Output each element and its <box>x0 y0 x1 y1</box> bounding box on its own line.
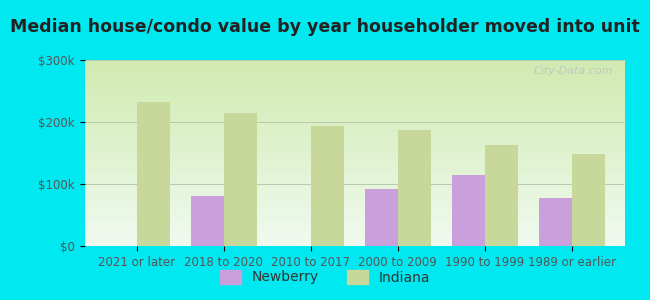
Bar <box>452 175 485 246</box>
Bar <box>539 198 572 246</box>
Text: City-Data.com: City-Data.com <box>534 66 613 76</box>
Text: Median house/condo value by year householder moved into unit: Median house/condo value by year househo… <box>10 18 640 36</box>
Bar <box>190 196 224 246</box>
Bar <box>365 189 398 246</box>
Bar <box>224 113 257 246</box>
Bar <box>311 126 344 246</box>
Bar <box>485 145 518 246</box>
Bar <box>136 102 170 246</box>
Legend: Newberry, Indiana: Newberry, Indiana <box>214 264 436 290</box>
Bar <box>398 130 431 246</box>
Bar <box>572 154 605 246</box>
